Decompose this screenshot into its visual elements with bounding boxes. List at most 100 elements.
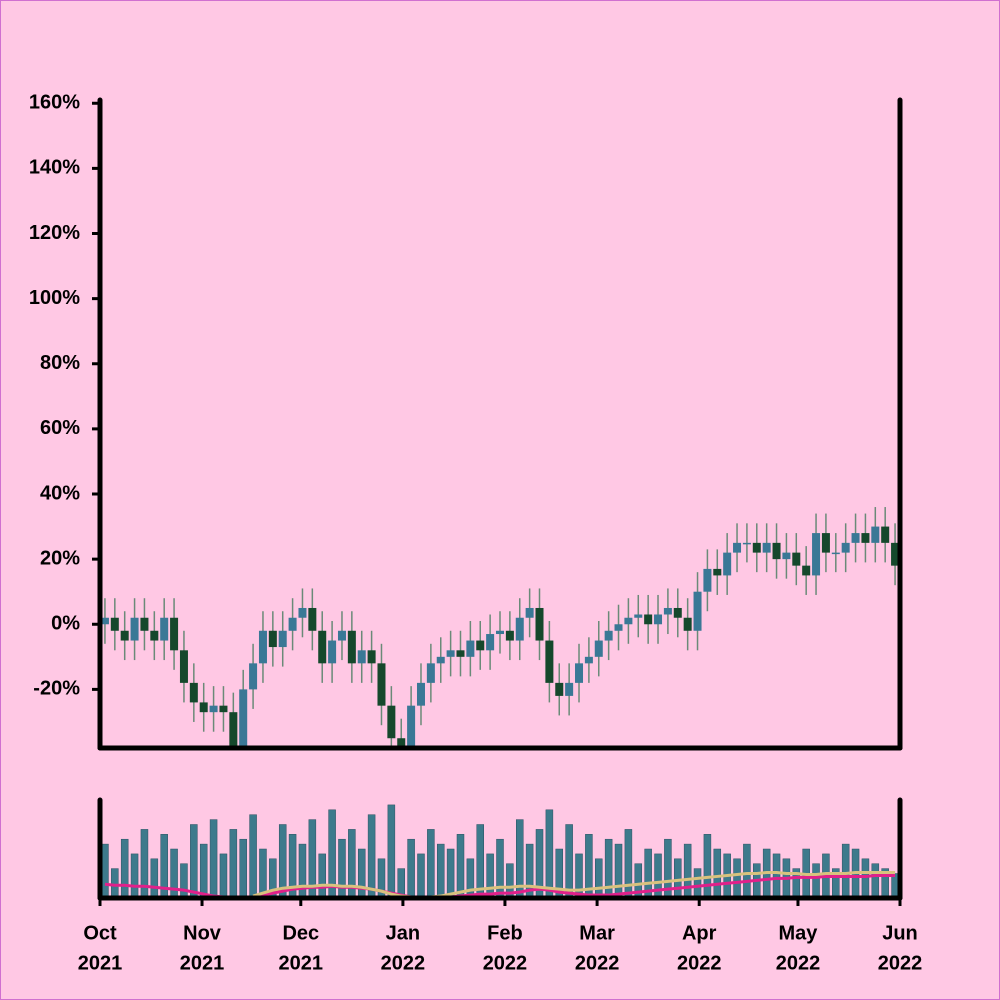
candle-body: [515, 617, 524, 641]
volume-bar: [683, 843, 692, 899]
candle-body: [555, 682, 564, 696]
volume-bar: [545, 809, 554, 899]
candle-body: [219, 705, 228, 713]
candle-body: [367, 650, 376, 664]
volume-bar: [624, 829, 633, 899]
candle-body: [179, 650, 188, 683]
candle-body: [209, 705, 218, 713]
y-tick-label: 20%: [40, 547, 80, 569]
candle-body: [337, 630, 346, 641]
candle-body: [466, 640, 475, 657]
volume-bar: [367, 814, 376, 899]
candle-body: [199, 702, 208, 713]
volume-bar: [427, 829, 435, 899]
candle-body: [387, 705, 396, 739]
volume-bar: [812, 863, 820, 899]
volume-bar: [407, 838, 415, 899]
volume-bar: [743, 843, 751, 899]
y-tick-label: -20%: [33, 678, 80, 700]
y-tick-label: 80%: [40, 352, 80, 374]
candle-body: [565, 682, 574, 696]
candle-body: [604, 630, 613, 641]
candle-body: [189, 682, 198, 703]
x-tick-label: Nov: [183, 922, 222, 944]
candle-body: [486, 634, 495, 651]
candle-body: [703, 568, 712, 592]
volume-bar: [733, 858, 741, 899]
x-tick-label: Jan: [386, 922, 420, 944]
candle-body: [496, 630, 504, 635]
candle-body: [249, 663, 258, 690]
candle-body: [693, 591, 702, 631]
volume-bar: [713, 848, 722, 899]
candle-body: [407, 705, 416, 748]
candle-body: [733, 542, 742, 553]
moving-average-line: [252, 871, 896, 900]
x-tick-label: Jun: [882, 922, 918, 944]
x-tick-label: 2021: [78, 952, 123, 974]
volume-bar: [259, 848, 267, 899]
candle-body: [762, 542, 771, 553]
candles: [100, 507, 900, 748]
candle-body: [446, 650, 455, 657]
candle-body: [812, 533, 821, 576]
volume-bar: [604, 838, 613, 899]
volume-bar: [871, 863, 880, 899]
candle-body: [851, 533, 860, 543]
x-tick-label: 2022: [776, 952, 821, 974]
candle-body: [841, 542, 850, 553]
candle-body: [535, 607, 544, 641]
candle-body: [258, 630, 267, 664]
candle-body: [456, 650, 465, 657]
candle-body: [723, 552, 732, 576]
volume-bar: [219, 853, 228, 899]
volume-bar: [180, 863, 188, 899]
candle-body: [772, 542, 781, 560]
volume-bar: [476, 824, 484, 899]
candle-body: [436, 656, 445, 664]
candle-body: [654, 614, 663, 625]
candle-body: [821, 533, 830, 553]
candle-body: [713, 568, 722, 576]
x-tick-label: Apr: [682, 922, 717, 944]
volume-bar: [595, 858, 603, 899]
candle-body: [575, 663, 584, 683]
y-tick-label: 140%: [29, 157, 80, 179]
volume-bar: [249, 814, 257, 899]
volume-bar: [209, 819, 218, 899]
x-tick-label: Mar: [579, 922, 615, 944]
x-tick-label: Feb: [487, 922, 523, 944]
candle-body: [140, 617, 149, 631]
candle-body: [663, 607, 672, 615]
x-tick-label: 2022: [381, 952, 426, 974]
volume-bar: [456, 834, 465, 899]
candle-body: [347, 630, 356, 664]
x-tick-label: 2022: [878, 952, 923, 974]
candle-body: [308, 607, 317, 631]
candle-body: [397, 738, 406, 748]
candle-body: [288, 617, 297, 631]
volume-bar: [417, 853, 425, 899]
candle-body: [110, 617, 119, 631]
candle-body: [298, 607, 307, 618]
volume-bar: [446, 848, 455, 899]
x-tick-label: 2022: [677, 952, 722, 974]
candle-body: [426, 663, 435, 683]
volume-bar: [703, 834, 712, 899]
candle-body: [120, 630, 129, 641]
candle-body: [634, 614, 643, 618]
volume-bar: [387, 804, 396, 899]
candle-body: [624, 617, 633, 625]
volume-bar: [111, 868, 119, 899]
x-tick-label: May: [779, 922, 819, 944]
volume-bar: [436, 843, 445, 899]
candle-body: [792, 552, 801, 566]
candle-body: [742, 542, 751, 545]
candle-body: [644, 614, 653, 625]
candle-body: [594, 640, 603, 657]
volume-bar: [674, 858, 682, 899]
volume-bar: [130, 853, 139, 899]
candle-body: [150, 630, 159, 641]
volume-bar: [841, 843, 850, 899]
